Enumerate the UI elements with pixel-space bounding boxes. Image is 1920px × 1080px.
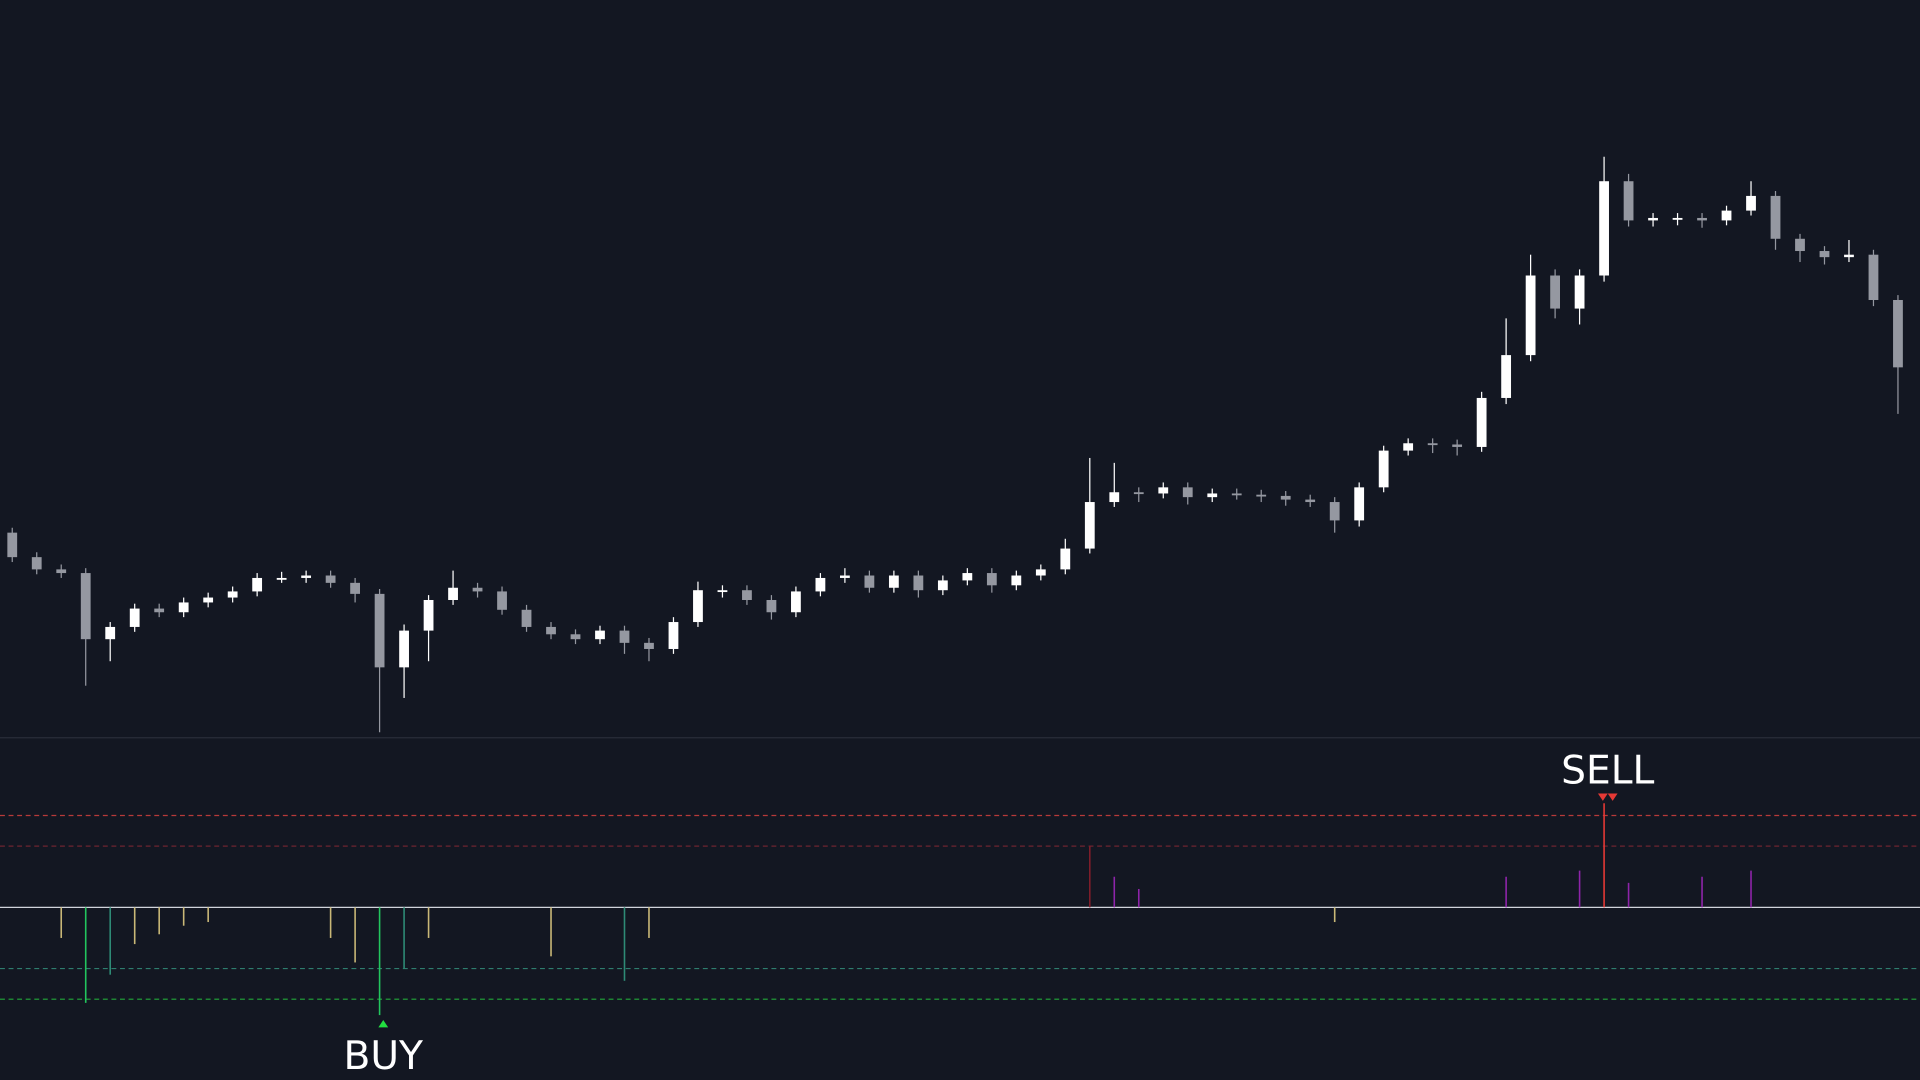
signal-label: SELL <box>1561 749 1654 794</box>
candle-body <box>644 642 654 649</box>
candle-body <box>1207 493 1218 498</box>
candle-body <box>1795 238 1805 252</box>
candle-body <box>154 608 165 613</box>
buy-arrow <box>378 1020 389 1028</box>
candle-body <box>1893 300 1903 368</box>
candle-body <box>472 587 483 592</box>
candle-body <box>1770 195 1781 239</box>
candle-body <box>301 575 312 578</box>
candle-body <box>1550 275 1560 309</box>
candle-body <box>129 608 140 627</box>
candle-body <box>668 622 679 649</box>
candle-body <box>178 602 189 613</box>
candle-body <box>1182 487 1193 498</box>
candle-body <box>937 580 948 591</box>
candle-body <box>31 557 42 570</box>
candle-body <box>276 577 287 580</box>
candle-body <box>742 590 752 600</box>
candle-body <box>1868 254 1879 300</box>
candle-body <box>1476 397 1487 447</box>
candle-body <box>546 626 556 635</box>
candle-body <box>1672 217 1683 220</box>
candle-body <box>864 575 875 588</box>
candle-body <box>521 609 532 627</box>
candle-body <box>1721 210 1732 221</box>
candle-body <box>399 630 409 668</box>
candle-body <box>1697 217 1707 221</box>
candle-body <box>1305 499 1316 503</box>
candle-body <box>1354 487 1365 521</box>
candle-body <box>374 593 385 668</box>
candle-body <box>1501 355 1512 398</box>
candle-body <box>1574 275 1585 309</box>
sell-arrow <box>1597 793 1608 801</box>
candle-body <box>56 569 67 574</box>
candle-body <box>1060 548 1071 570</box>
candle-body <box>1133 492 1144 495</box>
candle-body <box>1280 495 1291 500</box>
candle-body <box>203 597 214 603</box>
candle-body <box>350 582 360 594</box>
candle-body <box>497 591 507 610</box>
candle-body <box>619 630 630 643</box>
candle-body <box>570 634 581 640</box>
signal-label: BUY <box>344 1034 424 1079</box>
candle-body <box>913 575 924 591</box>
candle-body <box>1623 181 1634 221</box>
candle-body <box>1378 450 1389 488</box>
candle-body <box>815 577 826 592</box>
candle-body <box>1427 443 1438 446</box>
candle-body <box>717 590 728 593</box>
candle-body <box>1452 444 1463 447</box>
candle-body <box>227 591 238 598</box>
candle-body <box>1599 181 1609 276</box>
candle-body <box>1648 217 1658 221</box>
candle-body <box>1011 575 1022 586</box>
candle-body <box>80 573 91 640</box>
candle-body <box>448 587 458 600</box>
candle-body <box>1525 275 1536 356</box>
candle-body <box>7 532 18 558</box>
candle-body <box>840 575 850 578</box>
candle-body <box>791 591 801 613</box>
candle-body <box>766 600 777 613</box>
candle-body <box>595 630 605 640</box>
candle-body <box>423 600 434 631</box>
candle-body <box>962 573 973 581</box>
candle-body <box>1819 251 1830 258</box>
candle-body <box>1109 492 1120 503</box>
candle-body <box>1329 502 1340 521</box>
candle-body <box>693 590 703 623</box>
candle-body <box>1256 494 1267 497</box>
candle-body <box>888 575 899 588</box>
candle-body <box>325 575 336 583</box>
candle-body <box>1403 443 1414 451</box>
candle-body <box>986 573 997 586</box>
candle-body <box>1158 487 1169 494</box>
candle-body <box>1746 195 1756 211</box>
candle-body <box>1035 569 1046 576</box>
candle-body <box>252 577 263 592</box>
sell-arrow <box>1607 793 1618 801</box>
candle-body <box>1084 502 1095 549</box>
candle-body <box>105 626 116 640</box>
candle-body <box>1231 493 1242 496</box>
candle-body <box>1844 254 1854 258</box>
